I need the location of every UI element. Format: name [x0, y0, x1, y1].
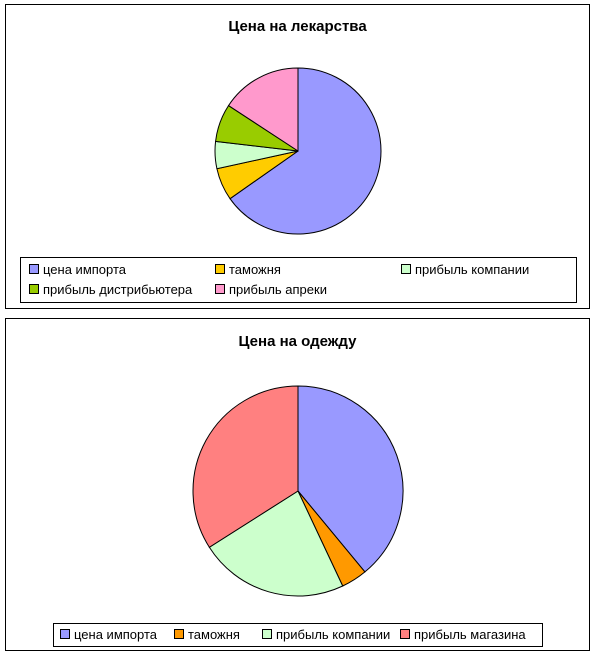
legend-item: прибыль компании	[262, 627, 390, 643]
legend-item: прибыль магазина	[400, 627, 526, 643]
chart-panel-clothes: Цена на одежду цена импорта таможня приб…	[5, 318, 590, 651]
pie-slice	[208, 490, 344, 597]
legend-swatch	[400, 629, 410, 639]
legend-label: прибыль компании	[415, 262, 530, 277]
pie-slice	[192, 385, 299, 548]
pie-chart-drugs	[214, 67, 382, 235]
chart-panel-drugs: Цена на лекарства цена импорта таможня п…	[5, 4, 590, 309]
pie-slice	[229, 67, 382, 235]
legend-label: таможня	[188, 627, 240, 642]
legend-label: прибыль дистрибьютера	[43, 282, 193, 297]
legend-label: таможня	[229, 262, 281, 277]
legend-item: прибыль компании	[401, 262, 529, 278]
legend-swatch	[215, 284, 225, 294]
legend-swatch	[174, 629, 184, 639]
legend-swatch	[60, 629, 70, 639]
legend-clothes: цена импорта таможня прибыль компании пр…	[53, 623, 543, 647]
pie-slice	[297, 385, 404, 573]
legend-item: прибыль апреки	[215, 282, 327, 298]
chart-title: Цена на одежду	[238, 333, 357, 350]
legend-swatch	[401, 264, 411, 274]
chart-title: Цена на лекарства	[228, 18, 367, 35]
legend-item: цена импорта	[60, 627, 157, 643]
legend-swatch	[215, 264, 225, 274]
legend-swatch	[29, 264, 39, 274]
legend-label: прибыль апреки	[229, 282, 327, 297]
legend-swatch	[29, 284, 39, 294]
legend-item: таможня	[215, 262, 281, 278]
legend-label: цена импорта	[43, 262, 127, 277]
legend-drugs: цена импорта таможня прибыль компании пр…	[20, 257, 577, 303]
legend-label: прибыль магазина	[414, 627, 526, 642]
pie-chart-clothes	[192, 385, 404, 597]
legend-item: прибыль дистрибьютера	[29, 282, 192, 298]
pie-slice	[227, 67, 299, 152]
legend-item: таможня	[174, 627, 240, 643]
legend-item: цена импорта	[29, 262, 126, 278]
legend-label: прибыль компании	[276, 627, 391, 642]
legend-label: цена импорта	[74, 627, 158, 642]
legend-swatch	[262, 629, 272, 639]
